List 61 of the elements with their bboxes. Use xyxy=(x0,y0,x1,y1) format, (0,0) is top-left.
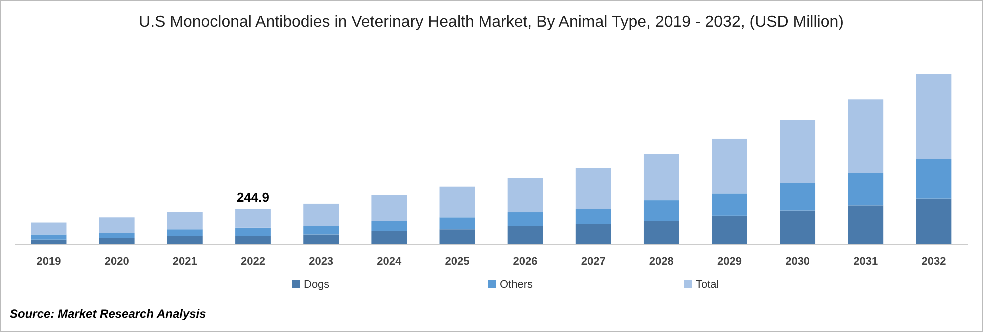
x-tick-label: 2027 xyxy=(581,256,606,268)
bar xyxy=(99,233,135,238)
bar xyxy=(576,168,612,210)
bar xyxy=(167,236,203,245)
bar xyxy=(304,226,340,235)
x-tick-label: 2022 xyxy=(241,256,266,268)
bar xyxy=(916,198,952,245)
annotation: 244.9 xyxy=(236,190,270,206)
bar xyxy=(372,231,408,245)
chart-title: U.S Monoclonal Antibodies in Veterinary Health Market, By Animal Type, 2019 - 2032, (USD Million) xyxy=(139,14,844,31)
bar xyxy=(644,154,680,201)
bar xyxy=(848,173,884,206)
bar xyxy=(99,218,135,234)
bar xyxy=(780,183,816,211)
bar xyxy=(848,206,884,245)
x-tick-label: 2032 xyxy=(922,256,946,268)
bar xyxy=(167,212,203,230)
x-tick-label: 2026 xyxy=(513,256,538,268)
bar xyxy=(31,234,67,240)
bar xyxy=(576,224,612,245)
bar xyxy=(916,160,952,199)
x-tick-label: 2020 xyxy=(104,256,130,268)
bar xyxy=(712,216,748,245)
bar xyxy=(99,238,135,245)
bar xyxy=(644,200,680,222)
bar xyxy=(508,212,544,226)
x-tick-label: 2019 xyxy=(36,256,62,268)
x-tick-label: 2028 xyxy=(649,256,674,268)
bar xyxy=(236,228,271,236)
bar xyxy=(236,209,271,228)
bar xyxy=(440,218,476,230)
bar xyxy=(440,186,476,218)
legend-label: Others xyxy=(500,279,534,291)
x-tick-label: 2023 xyxy=(309,256,334,268)
legend-label: Total xyxy=(696,279,720,291)
bar xyxy=(372,195,408,222)
x-tick-label: 2031 xyxy=(854,256,878,268)
bar xyxy=(304,204,340,226)
bar xyxy=(304,234,340,245)
x-tick-label: 2021 xyxy=(172,256,198,268)
x-tick-label: 2029 xyxy=(718,256,742,268)
bar xyxy=(31,222,67,235)
bar xyxy=(236,236,271,245)
bar xyxy=(508,226,544,245)
bar xyxy=(780,210,816,245)
bar xyxy=(167,230,203,236)
source-note: Source: Market Research Analysis xyxy=(10,307,207,321)
x-tick-label: 2024 xyxy=(377,256,403,268)
legend-label: Dogs xyxy=(304,279,330,291)
bar xyxy=(508,178,544,213)
bar xyxy=(576,209,612,224)
bar xyxy=(916,74,952,160)
bar xyxy=(712,138,748,194)
bar xyxy=(780,120,816,184)
bar xyxy=(372,221,408,232)
bar xyxy=(848,100,884,174)
bar xyxy=(712,194,748,216)
x-tick-label: 2025 xyxy=(445,256,470,268)
x-tick-label: 2030 xyxy=(786,256,810,268)
bar xyxy=(644,221,680,245)
bar xyxy=(440,230,476,245)
